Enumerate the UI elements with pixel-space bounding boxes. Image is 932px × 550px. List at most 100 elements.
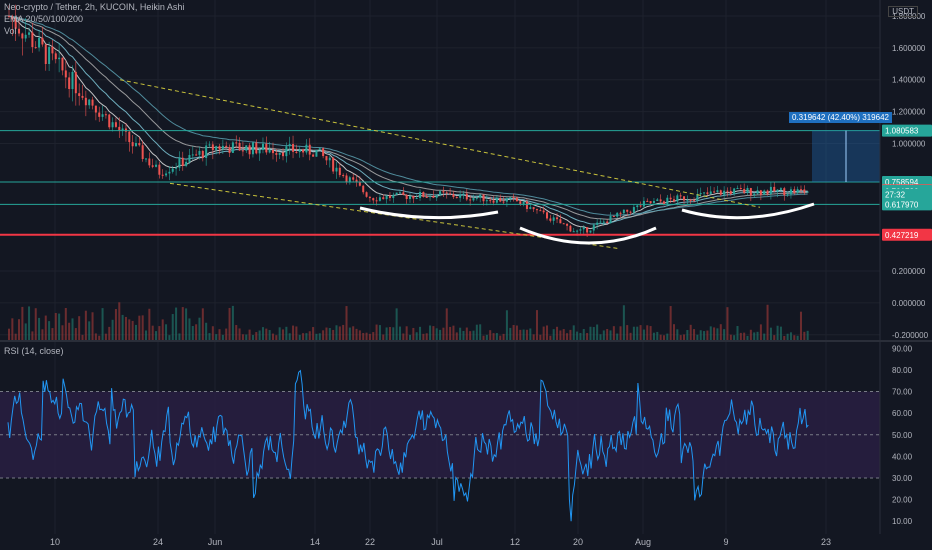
- candle-body: [268, 149, 271, 153]
- candle-body: [228, 147, 231, 153]
- candle-body: [265, 143, 268, 153]
- candle-body: [104, 114, 107, 116]
- volume-bar: [282, 329, 285, 340]
- candle-body: [489, 200, 492, 202]
- volume-bar: [686, 330, 689, 340]
- candle-body: [419, 192, 422, 198]
- price-tag-text: 0.617970: [885, 200, 919, 209]
- candle-body: [11, 16, 14, 20]
- candle-body: [666, 197, 669, 204]
- volume-bar: [469, 331, 472, 340]
- volume-bar: [485, 334, 488, 340]
- volume-bar: [305, 333, 308, 340]
- ema-legend[interactable]: EMA 20/50/100/200: [4, 14, 84, 24]
- price-tick: 1.400000: [892, 76, 926, 85]
- candle-body: [763, 190, 766, 195]
- volume-bar: [793, 335, 796, 340]
- candle-body: [646, 200, 649, 202]
- volume-bar: [733, 335, 736, 340]
- candle-body: [235, 142, 238, 144]
- volume-bar: [672, 324, 675, 340]
- volume-bar: [783, 335, 786, 340]
- volume-bar: [348, 327, 351, 340]
- volume-bar: [806, 330, 809, 340]
- volume-bar: [572, 325, 575, 340]
- candle-body: [479, 194, 482, 198]
- volume-bar: [388, 326, 391, 340]
- symbol-title[interactable]: Neo-crypto / Tether, 2h, KUCOIN, Heikin …: [4, 2, 185, 12]
- volume-bar: [228, 307, 231, 340]
- candle-body: [201, 150, 204, 158]
- candle-body: [134, 143, 137, 147]
- candle-body: [703, 192, 706, 194]
- volume-bar: [165, 324, 168, 340]
- candle-body: [141, 145, 144, 159]
- candle-body: [769, 186, 772, 195]
- candle-body: [94, 105, 97, 113]
- volume-bar: [198, 317, 201, 340]
- volume-bar: [656, 331, 659, 340]
- candle-body: [539, 210, 542, 212]
- candle-body: [609, 216, 612, 224]
- candle-body: [168, 171, 171, 174]
- volume-legend[interactable]: Vol: [4, 26, 17, 36]
- volume-bar: [519, 329, 522, 340]
- volume-bar: [803, 331, 806, 340]
- volume-bar: [773, 335, 776, 340]
- volume-bar: [629, 332, 632, 340]
- candle-body: [91, 99, 94, 106]
- volume-bar: [318, 333, 321, 340]
- volume-bar: [265, 328, 268, 340]
- volume-bar: [48, 321, 51, 340]
- candle-body: [779, 188, 782, 190]
- candle-body: [546, 212, 549, 219]
- candle-body: [753, 193, 756, 196]
- volume-bar: [121, 314, 124, 340]
- price-tag-text: 0.758594: [885, 178, 919, 187]
- candle-body: [699, 193, 702, 195]
- candle-body: [285, 146, 288, 157]
- candle-body: [225, 145, 228, 148]
- volume-bar: [385, 327, 388, 340]
- candle-body: [78, 93, 81, 96]
- volume-bar: [799, 311, 802, 340]
- candle-body: [452, 194, 455, 198]
- candle-body: [64, 70, 67, 78]
- volume-bar: [258, 330, 261, 340]
- currency-label[interactable]: USDT: [888, 6, 918, 17]
- rsi-tick: 40.00: [892, 452, 913, 461]
- volume-bar: [191, 325, 194, 340]
- candle-body: [723, 190, 726, 195]
- volume-bar: [512, 325, 515, 340]
- candle-body: [271, 149, 274, 154]
- volume-bar: [285, 326, 288, 340]
- candle-body: [101, 114, 104, 117]
- volume-bar: [596, 324, 599, 340]
- candle-body: [749, 188, 752, 196]
- rsi-tick: 90.00: [892, 344, 913, 353]
- candle-body: [61, 57, 64, 71]
- candle-body: [298, 149, 301, 153]
- time-tick: Jun: [208, 537, 223, 547]
- price-tag: [882, 228, 932, 241]
- volume-bar: [452, 325, 455, 340]
- candle-body: [171, 168, 174, 172]
- candle-body: [512, 197, 515, 199]
- candle-body: [145, 158, 148, 160]
- rsi-legend[interactable]: RSI (14, close): [4, 346, 64, 356]
- volume-bar: [429, 325, 432, 340]
- candle-body: [552, 217, 555, 221]
- candle-body: [649, 201, 652, 204]
- candle-body: [449, 193, 452, 195]
- candle-body: [676, 195, 679, 202]
- time-tick: Jul: [431, 537, 443, 547]
- candle-body: [562, 223, 565, 225]
- candle-body: [378, 197, 381, 201]
- volume-bar: [78, 316, 81, 340]
- volume-bar: [559, 330, 562, 340]
- candle-body: [365, 192, 368, 197]
- rsi-tick: 30.00: [892, 474, 913, 483]
- price-tag-text: 0.427219: [885, 231, 919, 240]
- volume-bar: [569, 329, 572, 340]
